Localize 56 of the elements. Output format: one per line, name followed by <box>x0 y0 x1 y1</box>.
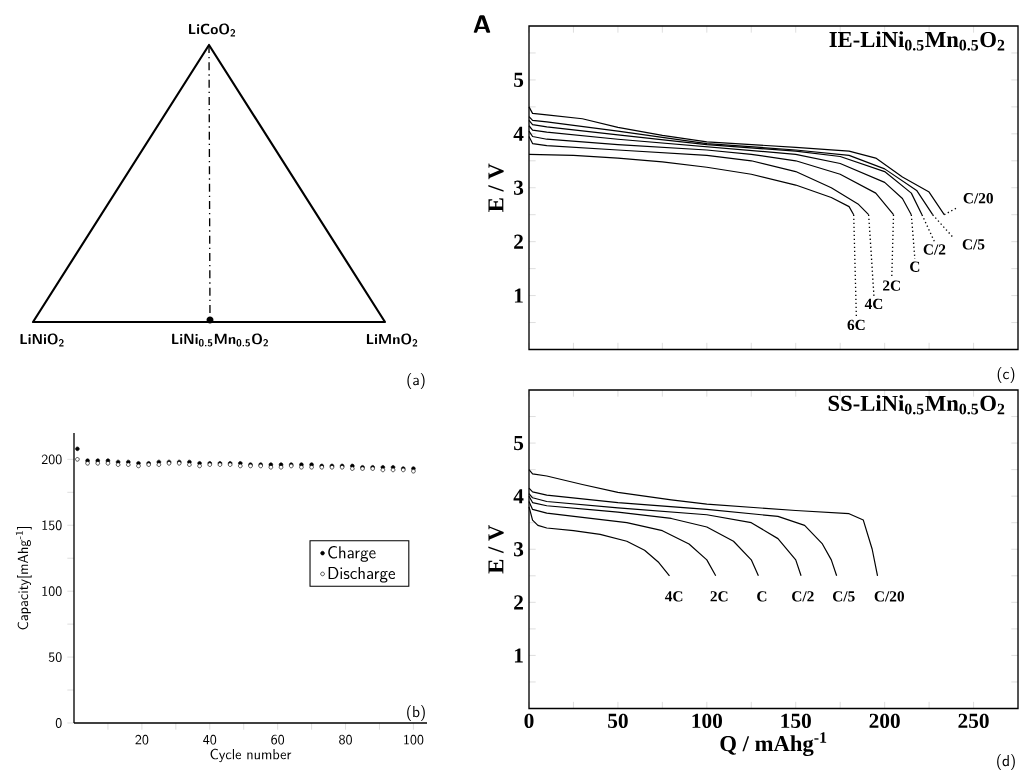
chart-title: SS-LiNi$_{0.5}$Mn$_{0.5}$O$_{2}$ <box>828 395 1005 415</box>
series-label: C/2 <box>792 591 814 602</box>
series-label: C/20 <box>963 193 993 204</box>
y-tick-label: 50 <box>48 652 62 662</box>
x-tick-label: 20 <box>135 734 149 745</box>
legend-label: Charge <box>328 546 376 562</box>
text: 4C <box>864 298 883 310</box>
text: (a) <box>407 372 425 390</box>
annotation: (b) <box>407 704 425 722</box>
y-tick-label: 1 <box>514 288 523 303</box>
y-tick-label: 100 <box>42 586 62 597</box>
x-tick-label: 0 <box>524 713 534 729</box>
series-label: C/5 <box>833 591 855 602</box>
x-tick-label: 50 <box>608 713 628 729</box>
series-label: 4C <box>664 591 683 602</box>
x-tick-label: 60 <box>271 734 285 745</box>
legend-label: Discharge <box>328 566 395 583</box>
text: 2C <box>883 280 900 291</box>
y-tick-label: 5 <box>514 72 524 88</box>
y-tick-label: 2 <box>514 595 523 610</box>
y-tick-label: 150 <box>42 520 62 531</box>
x-tick-label: 40 <box>203 734 217 745</box>
chart-title: IE-LiNi$_{0.5}$Mn$_{0.5}$O$_{2}$ <box>829 31 1005 51</box>
text: LiNiO$_{2}$ <box>20 333 64 347</box>
y-axis-title: E / V <box>488 163 504 212</box>
y-tick-label: 3 <box>514 542 524 557</box>
text: C/5 <box>962 239 985 250</box>
y-axis-title: Capacity[mAhg$^{-1}$] <box>15 527 32 630</box>
text: C <box>910 261 920 272</box>
x-tick-label: 250 <box>958 713 989 729</box>
text: LiMnO$_{2}$ <box>366 333 418 347</box>
y-tick-label: 5 <box>514 436 524 451</box>
y-tick-label: 1 <box>514 648 523 663</box>
text: A <box>473 15 491 33</box>
y-tick-label: 200 <box>41 454 62 465</box>
text: LiNi$_{0.5}$Mn$_{0.5}$O$_{2}$ <box>172 333 268 347</box>
x-tick-label: 200 <box>869 713 900 729</box>
text: (d) <box>997 753 1015 771</box>
series-label: C/20 <box>874 591 905 602</box>
x-tick-label: 150 <box>781 713 811 729</box>
y-tick-label: 2 <box>514 234 523 249</box>
x-tick-label: 80 <box>339 734 352 745</box>
y-tick-label: 4 <box>513 489 524 504</box>
series-label: 2C <box>710 591 728 602</box>
text: (c) <box>997 366 1015 384</box>
y-tick-label: 4 <box>513 126 524 141</box>
series-label: C <box>757 591 767 602</box>
x-tick-label: 100 <box>404 734 424 745</box>
text: 6C <box>847 319 865 331</box>
x-axis-title: Q / mAhg$^{-1}$ <box>720 732 827 757</box>
series-label: C/2 <box>923 244 946 255</box>
x-axis-title: Cycle number <box>210 748 292 763</box>
text: LiCoO$_{2}$ <box>189 23 236 37</box>
y-tick-label: 3 <box>514 180 524 195</box>
x-tick-label: 100 <box>692 713 722 729</box>
y-axis-title: E / V <box>488 524 504 574</box>
